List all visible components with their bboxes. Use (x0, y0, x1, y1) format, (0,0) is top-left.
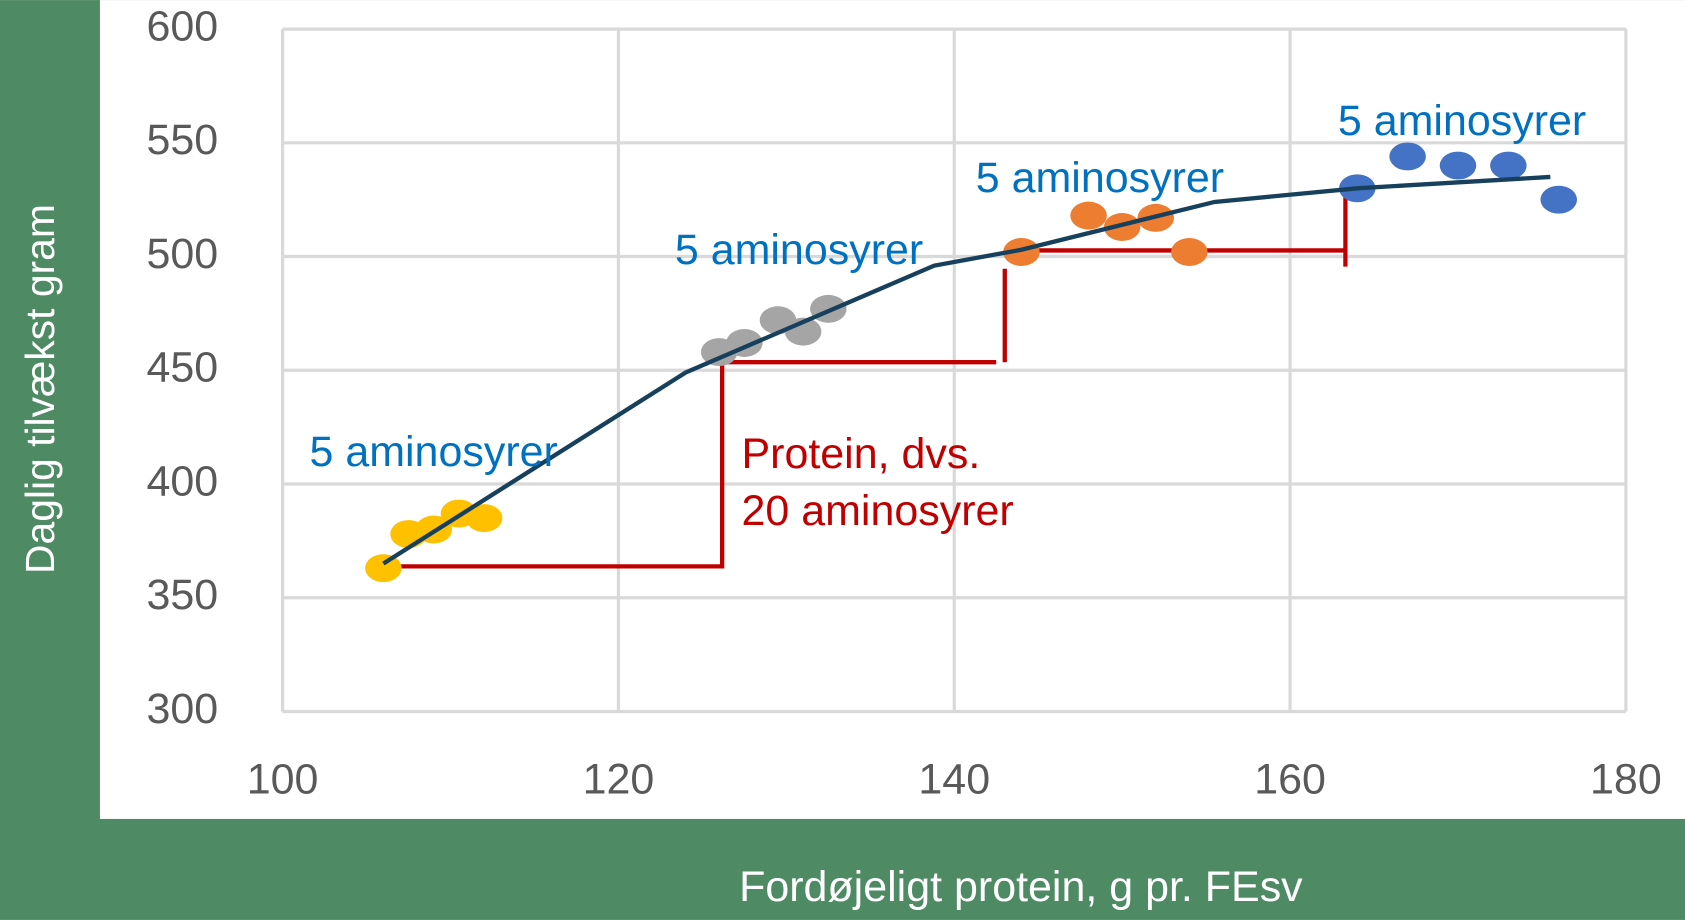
trend-line (382, 174, 1551, 566)
point (365, 554, 402, 583)
x-tick-label: 160 (1254, 756, 1326, 804)
y-tick-label: 450 (146, 344, 218, 392)
y-tick-label: 350 (146, 571, 218, 619)
plot-area (99, 0, 1685, 819)
point (1389, 142, 1426, 171)
point (1490, 151, 1527, 180)
protein-note: 20 aminosyrer (741, 487, 1013, 535)
y-tick-label: 300 (146, 685, 218, 733)
marks (365, 142, 1578, 583)
annotations: 5 aminosyrer 5 aminosyrer 5 aminosyrer 5 am… (309, 97, 1586, 535)
protein-note: Protein, dvs. (741, 430, 980, 478)
point (1171, 238, 1208, 266)
point (1540, 185, 1578, 214)
annotation: 5 aminosyrer (1338, 97, 1586, 145)
y-tick-label: 600 (146, 2, 218, 50)
annotation: 5 aminosyrer (675, 226, 923, 274)
annotation: 5 aminosyrer (976, 154, 1224, 202)
point (1003, 238, 1040, 266)
x-tick-label: 140 (918, 756, 990, 804)
x-tick-label: 180 (1590, 756, 1662, 804)
x-tick-label: 120 (583, 756, 655, 804)
grid: 300 350 400 450 500 550 600 100 120 140 160 180 (146, 2, 1661, 803)
y-tick-label: 550 (146, 116, 218, 164)
point (1070, 201, 1107, 230)
x-tick-label: 100 (247, 756, 319, 804)
y-tick-label: 400 (146, 457, 218, 505)
point (1439, 151, 1477, 180)
y-tick-label: 500 (146, 230, 218, 278)
annotation: 5 aminosyrer (309, 428, 557, 476)
x-axis-label: Fordøjeligt protein, g pr. FEsv (739, 863, 1303, 911)
point (465, 504, 503, 533)
step-line (395, 360, 997, 569)
y-axis-label: Daglig tilvækst gram (17, 204, 63, 574)
